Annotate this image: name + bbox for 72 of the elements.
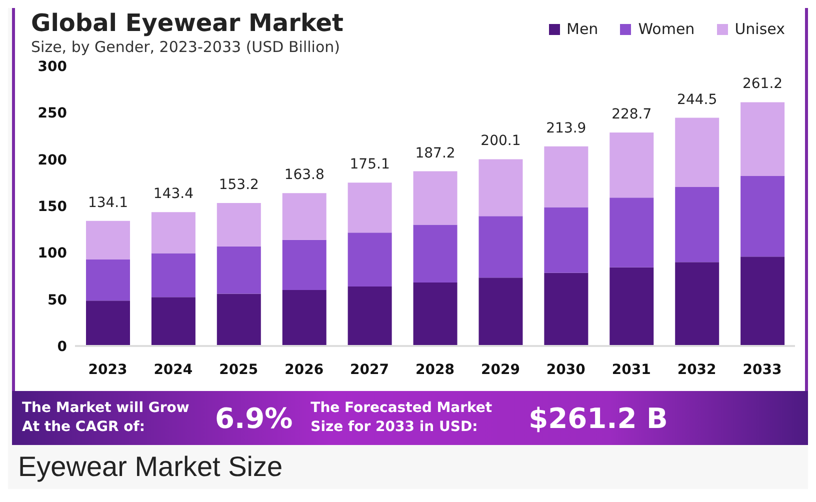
- chart-title: Global Eyewear Market: [31, 8, 344, 38]
- text: 6.9%: [215, 402, 293, 434]
- y-tick-label: 250: [38, 106, 68, 122]
- x-tick-label: 2026: [284, 362, 324, 378]
- total-label: 228.7: [612, 106, 652, 123]
- total-label: 175.1: [350, 156, 390, 173]
- x-tick-label: 2024: [154, 362, 193, 378]
- bar: [216, 294, 261, 346]
- y-tick-label: 300: [38, 58, 68, 75]
- x-tick-label: 2025: [219, 362, 258, 378]
- bar: [282, 290, 326, 346]
- bar: [478, 159, 523, 216]
- x-tick-label: 2028: [416, 362, 454, 378]
- bar: [544, 207, 588, 273]
- y-tick-label: 150: [38, 198, 68, 215]
- bar: [675, 186, 720, 262]
- bar: [675, 262, 720, 346]
- bar: [151, 253, 196, 298]
- legend-label: Women: [637, 20, 695, 38]
- total-label: 163.8: [284, 167, 324, 184]
- bar: [348, 182, 392, 233]
- y-tick-label: 100: [38, 246, 68, 262]
- bar: [151, 297, 196, 346]
- bar: [544, 146, 588, 208]
- bar: [610, 132, 654, 198]
- y-tick-label: 0: [57, 338, 68, 355]
- text: $261.2 B: [528, 402, 668, 434]
- total-label: 213.9: [546, 120, 586, 136]
- bar: [216, 203, 261, 246]
- text: Eyewear Market Size: [17, 450, 284, 484]
- bar: [86, 220, 130, 260]
- bar: [478, 278, 523, 346]
- bar: [413, 171, 458, 225]
- bar: [413, 282, 458, 346]
- chart-subtitle: Size, by Gender, 2023-2033 (USD Billion): [31, 38, 342, 56]
- bar: [610, 267, 654, 346]
- x-tick-label: 2029: [480, 362, 520, 378]
- total-label: 143.4: [153, 186, 194, 202]
- bar: [544, 272, 588, 346]
- bar: [610, 198, 654, 268]
- bar: [282, 193, 326, 240]
- text: The Forecasted Market Size for 2033 in USD:: [310, 399, 494, 437]
- x-tick-label: 2030: [546, 362, 586, 378]
- total-label: 244.5: [677, 92, 718, 108]
- bar: [413, 224, 458, 282]
- y-tick-label: 200: [38, 152, 68, 168]
- bar: [740, 102, 785, 176]
- total-label: 187.2: [415, 145, 456, 162]
- x-tick-label: 2033: [742, 362, 782, 378]
- x-tick-label: 2023: [88, 362, 128, 378]
- bar: [675, 118, 720, 187]
- total-label: 134.1: [88, 194, 128, 211]
- legend-label: Men: [566, 20, 598, 38]
- bar: [478, 216, 523, 278]
- bar: [740, 256, 785, 346]
- bar: [348, 232, 392, 287]
- bar: [740, 176, 785, 257]
- bar: [348, 286, 392, 346]
- x-tick-label: 2032: [677, 362, 716, 378]
- total-label: 153.2: [218, 177, 259, 194]
- total-label: 261.2: [742, 76, 783, 92]
- bar: [151, 212, 196, 254]
- text: The Market will Grow At the CAGR of:: [22, 399, 190, 437]
- bar: [216, 246, 261, 294]
- bar: [86, 300, 130, 346]
- bar: [86, 259, 130, 301]
- y-tick-label: 50: [48, 292, 68, 308]
- legend-label: Unisex: [734, 20, 785, 38]
- bar: [282, 240, 326, 290]
- x-tick-label: 2031: [612, 362, 651, 378]
- total-label: 200.1: [480, 133, 521, 150]
- x-tick-label: 2027: [350, 362, 390, 378]
